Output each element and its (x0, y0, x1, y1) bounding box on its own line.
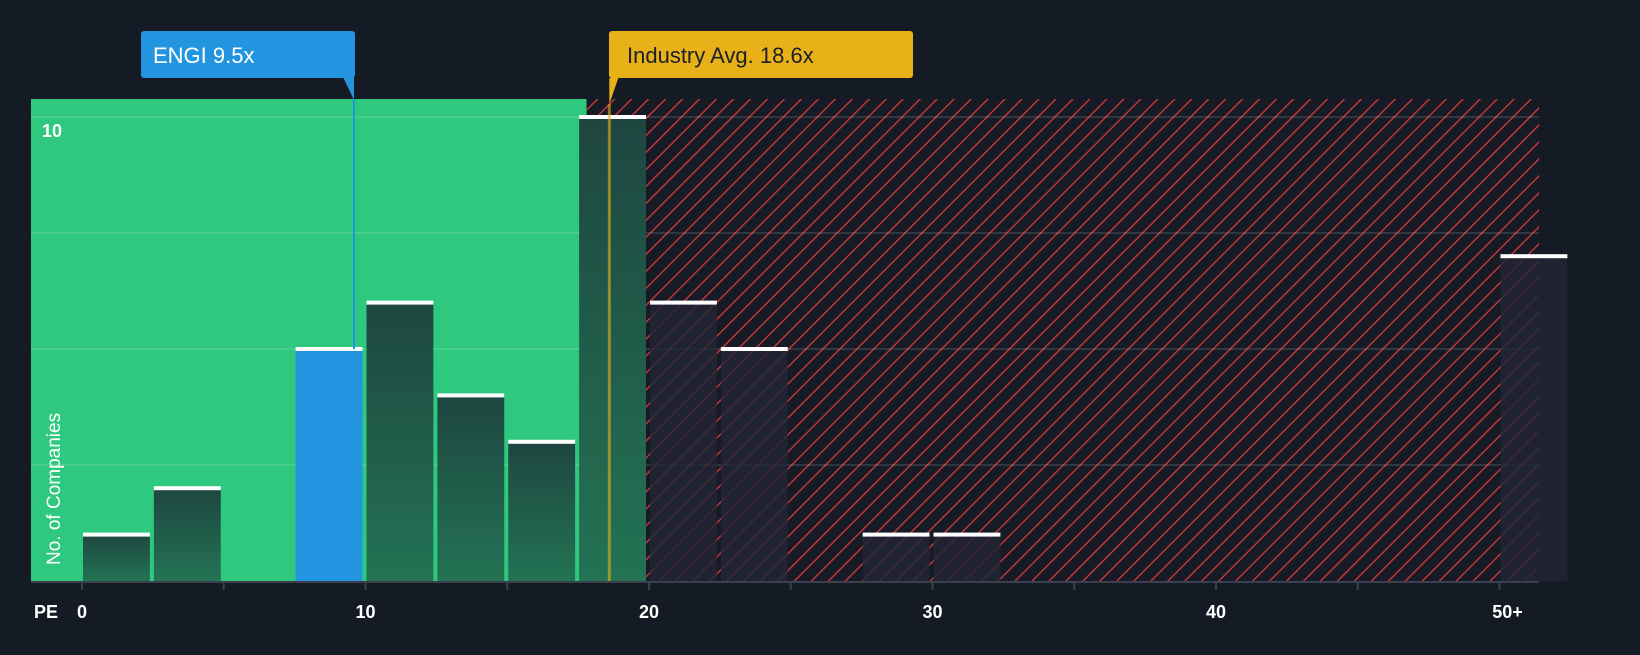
bar-cap (295, 347, 363, 351)
histogram-bar[interactable] (862, 534, 930, 581)
bar-cap (933, 532, 1001, 537)
histogram-bar[interactable] (508, 441, 576, 581)
bar-cap (650, 300, 717, 305)
histogram-bar[interactable] (295, 349, 363, 581)
industry-callout-pointer (609, 78, 619, 104)
bar-cap (720, 347, 788, 351)
company-pe-callout (141, 31, 355, 78)
industry-avg-label: Industry Avg. 18.6x (627, 43, 814, 68)
histogram-bar[interactable] (933, 534, 1001, 581)
y-axis-label: No. of Companies (44, 413, 65, 565)
x-tick-label: 0 (77, 602, 87, 622)
bar-cap (508, 439, 576, 444)
x-axis-label: PE (34, 602, 58, 622)
x-tick-label: 50+ (1492, 602, 1523, 622)
bar-cap (153, 486, 221, 491)
bar-cap (579, 115, 646, 119)
x-tick-label: 10 (355, 602, 375, 622)
company-callout-pointer (343, 77, 354, 100)
x-tick-label: 30 (922, 602, 942, 622)
histogram-bar[interactable] (83, 534, 150, 581)
histogram-bar[interactable] (153, 488, 221, 581)
bar-cap (1500, 254, 1568, 259)
x-tick-label: 40 (1206, 602, 1226, 622)
bar-cap (862, 532, 930, 537)
histogram-bar[interactable] (720, 349, 788, 581)
bar-cap (366, 300, 434, 305)
histogram-bar[interactable] (366, 302, 434, 581)
histogram-bar[interactable] (650, 302, 717, 581)
industry-avg-callout (609, 31, 913, 78)
y-tick-label: 10 (42, 121, 62, 141)
bar-cap (437, 393, 505, 398)
x-tick-label: 20 (639, 602, 659, 622)
histogram-bar[interactable] (579, 117, 646, 581)
histogram-bar[interactable] (1500, 256, 1568, 581)
histogram-bar[interactable] (437, 395, 505, 581)
company-pe-label: ENGI 9.5x (153, 43, 254, 68)
bar-cap (83, 532, 150, 537)
